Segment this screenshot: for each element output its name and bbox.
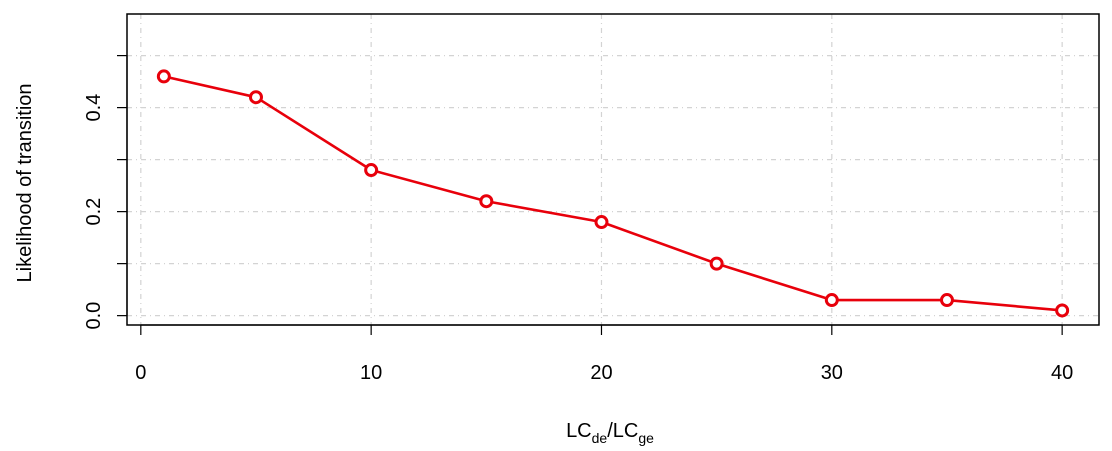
data-point xyxy=(939,293,954,308)
data-point xyxy=(248,90,263,105)
x-axis-title-slash: / xyxy=(607,420,613,442)
y-tick-label: 0.2 xyxy=(83,198,105,226)
data-point xyxy=(709,256,724,271)
series-line xyxy=(163,75,1063,312)
data-point xyxy=(156,69,171,84)
y-tick-label: 0.4 xyxy=(83,94,105,122)
data-point xyxy=(479,194,494,209)
data-point xyxy=(1055,303,1070,318)
x-axis-title-sub2: ge xyxy=(638,430,654,446)
series-layer xyxy=(156,69,1070,318)
x-tick-label: 30 xyxy=(821,362,843,384)
y-axis-title: Likelihood of transition xyxy=(14,83,36,282)
x-tick-label: 20 xyxy=(590,362,612,384)
x-tick-label: 40 xyxy=(1051,362,1073,384)
x-axis-title: LCde/LCge xyxy=(566,420,654,446)
x-axis-title-main1: LC xyxy=(566,420,592,442)
axis-layer: 0 10 20 30 40 0.0 0.2 0.4 xyxy=(83,55,1073,384)
grid-layer xyxy=(127,14,1099,325)
x-tick-label: 0 xyxy=(135,362,146,384)
data-point xyxy=(594,215,609,230)
data-point xyxy=(824,293,839,308)
y-tick-label: 0.0 xyxy=(83,302,105,330)
x-axis-title-sub1: de xyxy=(592,430,608,446)
plot-frame xyxy=(126,13,1100,326)
x-tick-label: 10 xyxy=(360,362,382,384)
data-point xyxy=(364,163,379,178)
x-axis-title-main2: LC xyxy=(613,420,639,442)
